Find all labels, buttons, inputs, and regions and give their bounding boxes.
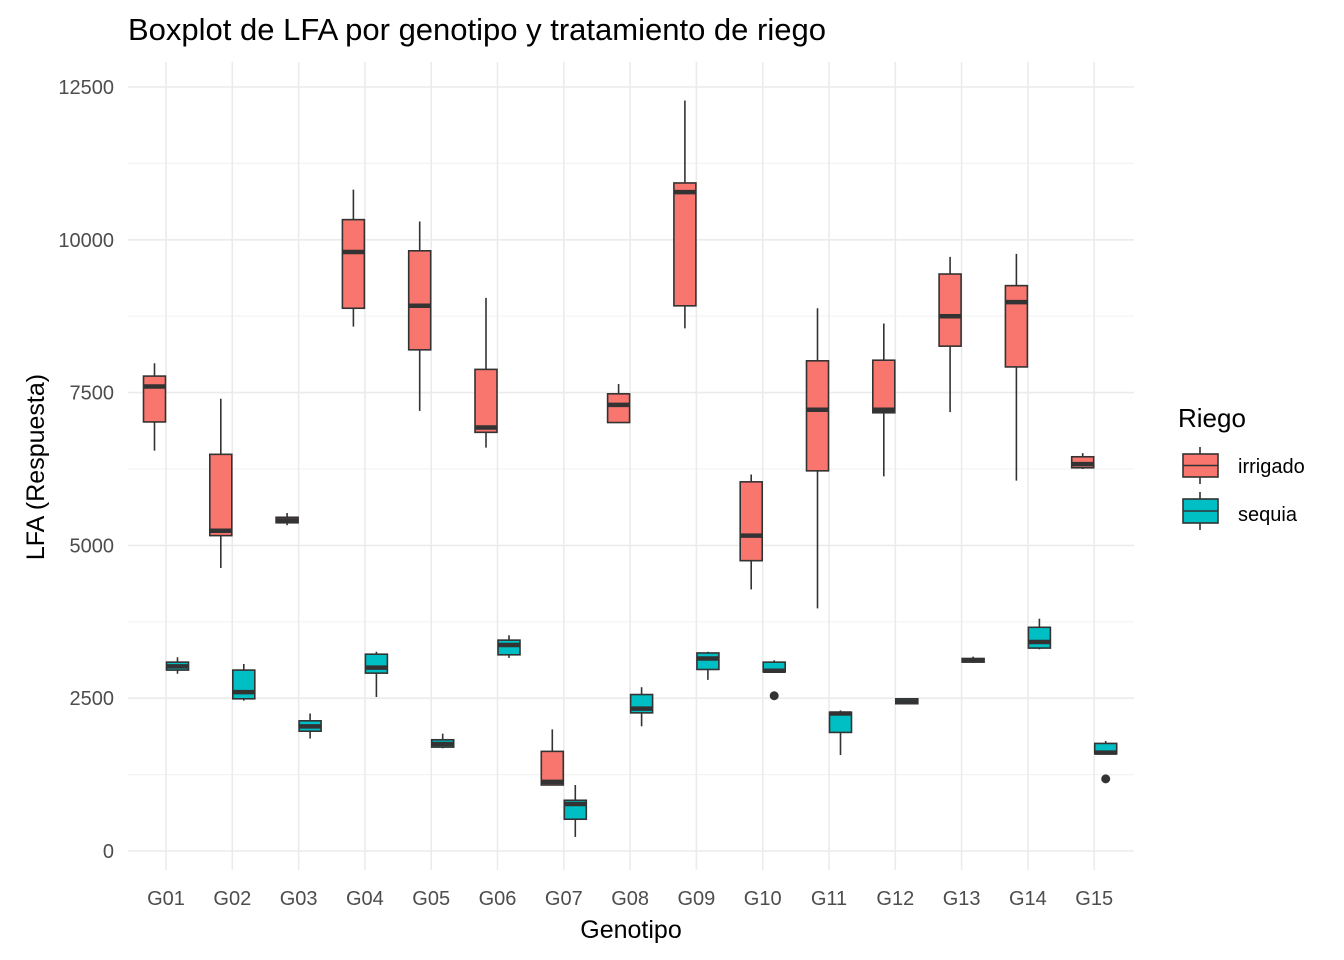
box-g06-sequia <box>497 635 521 658</box>
box-g11-irrigado <box>805 308 830 609</box>
box-g01-irrigado <box>142 363 167 451</box>
x-tick-label: G08 <box>611 888 649 910</box>
y-tick-label: 0 <box>103 841 114 863</box>
legend-label-irrigado: irrigado <box>1238 456 1305 478</box>
box-body <box>497 639 521 656</box>
box-g04-sequia <box>364 651 389 697</box>
x-tick-label: G03 <box>280 888 318 910</box>
box-body <box>407 250 432 351</box>
x-axis-title: Genotipo <box>580 916 681 944</box>
box-g09-irrigado <box>673 100 697 329</box>
box-g02-sequia <box>232 663 256 701</box>
y-tick-label: 5000 <box>70 535 115 557</box>
box-body <box>673 182 697 307</box>
box-g12-irrigado <box>871 323 896 477</box>
box-body <box>209 453 233 537</box>
box-g03-irrigado <box>275 513 299 526</box>
box-g15-sequia <box>1093 740 1118 784</box>
box-g10-irrigado <box>739 474 764 590</box>
x-tick-label: G01 <box>147 888 185 910</box>
box-body <box>540 750 565 786</box>
x-tick-label: G09 <box>677 888 715 910</box>
grid-lines <box>128 62 1134 870</box>
x-tick-label: G12 <box>876 888 914 910</box>
box-body <box>696 652 720 671</box>
x-tick-label: G13 <box>943 888 981 910</box>
outlier-point <box>769 691 779 701</box>
box-series <box>142 100 1118 837</box>
chart-title: Boxplot de LFA por genotipo y tratamient… <box>128 12 826 47</box>
box-g07-sequia <box>563 784 588 837</box>
legend-key-sequia <box>1182 492 1219 530</box>
box-g08-irrigado <box>606 384 631 424</box>
box-body <box>606 393 631 424</box>
legend-title: Riego <box>1178 403 1246 433</box>
box-g15-irrigado <box>1070 453 1095 469</box>
x-tick-label: G15 <box>1075 888 1113 910</box>
x-tick-label: G06 <box>479 888 517 910</box>
box-g06-irrigado <box>474 297 498 448</box>
x-axis-ticks: G01 G02 G03 G04 G05 G06 G07 G08 G09 G10 G11 G12 G13 G… <box>147 888 1113 910</box>
box-g03-sequia <box>298 713 322 739</box>
box-g10-sequia <box>762 660 787 701</box>
y-axis-title: LFA (Respuesta) <box>22 374 50 560</box>
legend-key-irrigado <box>1182 447 1219 484</box>
outlier-point <box>1101 774 1111 784</box>
x-tick-label: G11 <box>811 888 847 910</box>
box-g05-irrigado <box>407 221 432 411</box>
box-g02-irrigado <box>209 398 233 569</box>
box-g09-sequia <box>696 651 720 680</box>
legend-label-sequia: sequia <box>1238 504 1298 526</box>
box-g12-sequia <box>894 698 919 705</box>
x-tick-label: G07 <box>545 888 583 910</box>
box-g13-sequia <box>961 656 985 663</box>
x-tick-label: G10 <box>744 888 782 910</box>
y-axis-ticks: 0 2500 5000 7500 10000 12500 <box>58 77 114 863</box>
legend: Riego irrigado sequia <box>1178 403 1305 530</box>
y-tick-label: 12500 <box>58 77 114 99</box>
box-g08-sequia <box>629 687 654 727</box>
box-g04-irrigado <box>341 189 366 327</box>
box-g05-sequia <box>430 733 455 749</box>
y-tick-label: 10000 <box>58 230 114 252</box>
box-body <box>805 360 830 472</box>
box-g14-sequia <box>1027 618 1052 650</box>
box-body <box>341 218 366 310</box>
box-body <box>1004 284 1029 368</box>
box-body <box>142 375 167 423</box>
box-g13-irrigado <box>938 256 962 413</box>
box-body <box>938 273 962 347</box>
box-body <box>871 359 896 414</box>
box-g07-irrigado <box>540 729 565 786</box>
x-tick-label: G14 <box>1009 888 1047 910</box>
box-g01-sequia <box>165 657 190 674</box>
box-body <box>474 368 498 434</box>
box-body <box>232 669 256 700</box>
x-tick-label: G02 <box>213 888 251 910</box>
x-tick-label: G05 <box>412 888 450 910</box>
x-tick-label: G04 <box>346 888 384 910</box>
box-g11-sequia <box>828 710 853 756</box>
box-g14-irrigado <box>1004 253 1029 481</box>
y-tick-label: 7500 <box>70 383 115 405</box>
box-body <box>739 481 764 562</box>
box-body <box>364 653 389 674</box>
y-tick-label: 2500 <box>70 688 115 710</box>
box-body <box>1027 626 1052 649</box>
